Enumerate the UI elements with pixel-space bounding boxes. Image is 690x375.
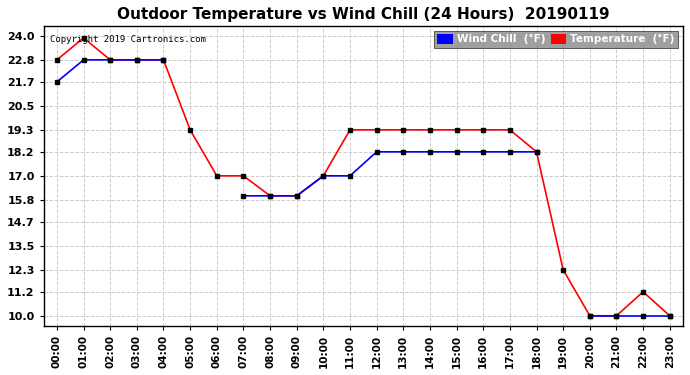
Title: Outdoor Temperature vs Wind Chill (24 Hours)  20190119: Outdoor Temperature vs Wind Chill (24 Ho… — [117, 7, 610, 22]
Legend: Wind Chill  (°F), Temperature  (°F): Wind Chill (°F), Temperature (°F) — [434, 31, 678, 48]
Text: Copyright 2019 Cartronics.com: Copyright 2019 Cartronics.com — [50, 35, 206, 44]
